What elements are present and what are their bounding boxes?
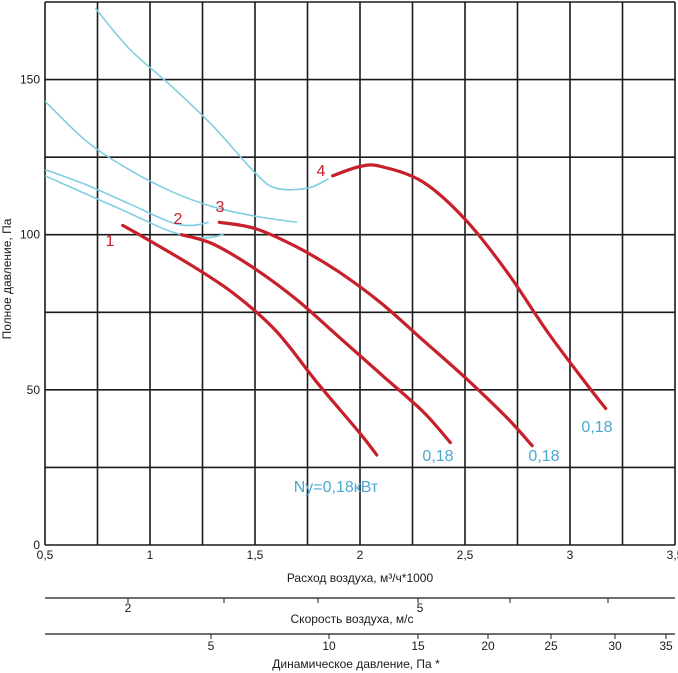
x-tick-label: 2,5	[457, 548, 474, 562]
velocity-tick-label: 5	[417, 601, 424, 615]
dynamic-pressure-tick-label: 20	[481, 639, 495, 653]
y-tick-label: 0	[33, 538, 40, 552]
dynamic-pressure-tick-label: 35	[659, 639, 673, 653]
curve-number-label: 4	[317, 163, 326, 180]
dynamic-pressure-tick-label: 15	[411, 639, 425, 653]
y-tick-label: 150	[20, 73, 40, 87]
x-tick-label: 2	[357, 548, 364, 562]
curve-number-label: 2	[174, 211, 183, 228]
system-curve	[44, 168, 209, 227]
y-tick-label: 50	[27, 383, 41, 397]
system-curve	[44, 100, 298, 224]
curve-number-label: 3	[216, 199, 225, 216]
x-tick-label: 0,5	[37, 548, 54, 562]
power-label: 0,18	[422, 448, 453, 465]
y-axis-label: Полное давление, Па	[0, 218, 14, 339]
dynamic-pressure-tick-label: 10	[322, 639, 336, 653]
power-label: Ny=0,18кВт	[294, 479, 379, 496]
velocity-axis-label: Скорость воздуха, м/с	[291, 612, 414, 626]
x-tick-label: 3,5	[667, 548, 678, 562]
fan-curve-2	[179, 233, 452, 445]
grid: 0,511,522,533,5050100150255101520253035	[20, 1, 678, 653]
dynamic-pressure-tick-label: 30	[608, 639, 622, 653]
system-curve	[44, 175, 224, 239]
fan-curve-4	[331, 163, 608, 411]
dynamic-pressure-axis-label: Динамическое давление, Па *	[272, 657, 440, 671]
system-curve	[94, 7, 329, 191]
velocity-tick-label: 2	[125, 601, 132, 615]
chart-labels: 1 Ny=0,18кВт 2 0,18 3 0,18 4 0,18	[106, 163, 613, 496]
dynamic-pressure-tick-label: 25	[544, 639, 558, 653]
x-tick-label: 1,5	[247, 548, 264, 562]
curve-number-label: 1	[106, 233, 115, 250]
power-label: 0,18	[581, 419, 612, 436]
x-tick-label: 1	[147, 548, 154, 562]
fan-curves	[121, 163, 608, 457]
power-label: 0,18	[528, 448, 559, 465]
fan-curve-3	[217, 220, 534, 448]
x-axis-label: Расход воздуха, м³/ч*1000	[287, 571, 434, 585]
system-curves	[44, 7, 329, 239]
fan-curve-1	[121, 223, 379, 457]
y-tick-label: 100	[20, 228, 40, 242]
x-tick-label: 3	[567, 548, 574, 562]
dynamic-pressure-tick-label: 5	[208, 639, 215, 653]
